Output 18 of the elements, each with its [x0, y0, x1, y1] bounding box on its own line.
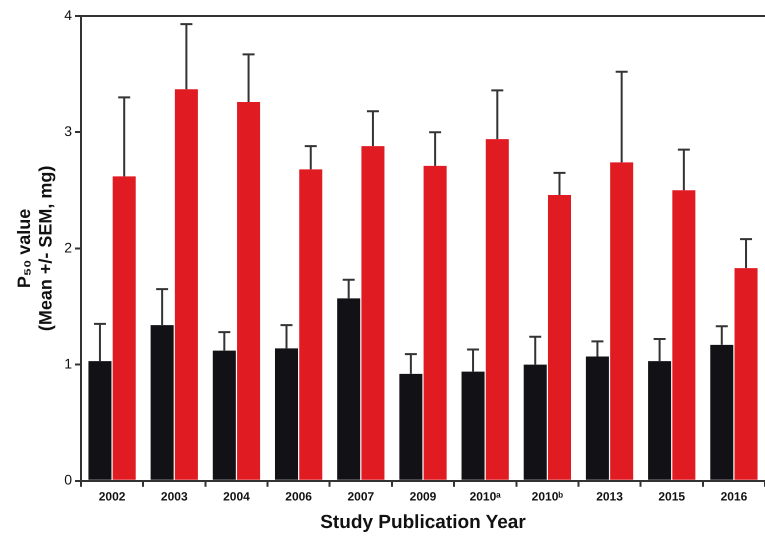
x-tick-label: 2010ᵇ: [532, 489, 564, 504]
x-tick-label: 2006: [285, 489, 312, 504]
y-axis-title: P₅₀ value (Mean +/- SEM, mg): [14, 166, 56, 332]
y-tick-label: 3: [64, 123, 72, 140]
x-tick-label: 2016: [720, 489, 748, 504]
x-tick-label: 2003: [160, 489, 188, 504]
x-tick-label: 2002: [98, 489, 126, 504]
x-tick-label: 2009: [410, 489, 437, 504]
y-tick-label: 2: [64, 239, 72, 256]
x-tick-label: 2013: [596, 489, 624, 504]
x-axis-title: Study Publication Year: [320, 512, 526, 533]
x-tick-label: 2010ᵃ: [470, 489, 502, 504]
y-tick-label: 0: [64, 472, 72, 488]
y-tick-label: 4: [64, 6, 72, 23]
y-tick-label: 1: [64, 355, 72, 372]
x-tick-label: 2015: [658, 489, 686, 504]
x-tick-label: 2004: [223, 489, 250, 504]
x-tick-label: 2007: [347, 489, 374, 504]
